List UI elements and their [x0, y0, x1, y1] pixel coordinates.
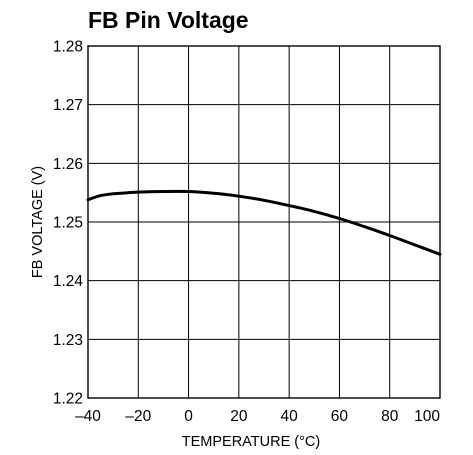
x-tick-label: 60 [331, 408, 349, 425]
x-tick-label: 40 [281, 408, 299, 425]
y-tick-label: 1.22 [53, 391, 83, 408]
y-tick-label: 1.27 [53, 97, 83, 114]
x-tick-label: 20 [230, 408, 248, 425]
y-tick-label: 1.28 [53, 39, 83, 56]
x-tick-label: 100 [414, 408, 440, 425]
grid [88, 46, 440, 398]
x-axis-label: TEMPERATURE (°C) [182, 434, 320, 450]
series-line [86, 189, 442, 256]
x-tick-label: 80 [381, 408, 399, 425]
x-tick-label: –20 [125, 408, 151, 425]
x-tick-labels: –40 –20 0 20 40 60 80 100 [75, 408, 440, 425]
chart-title: FB Pin Voltage [88, 7, 249, 33]
plot-frame [87, 45, 441, 399]
y-tick-label: 1.26 [53, 156, 83, 173]
y-tick-labels: 1.22 1.23 1.24 1.25 1.26 1.27 1.28 [53, 39, 84, 408]
x-tick-label: 0 [184, 408, 193, 425]
y-tick-label: 1.24 [53, 273, 84, 290]
x-tick-label: –40 [75, 408, 101, 425]
y-axis-label: FB VOLTAGE (V) [30, 166, 46, 278]
y-tick-label: 1.23 [53, 332, 83, 349]
y-tick-label: 1.25 [53, 215, 83, 232]
